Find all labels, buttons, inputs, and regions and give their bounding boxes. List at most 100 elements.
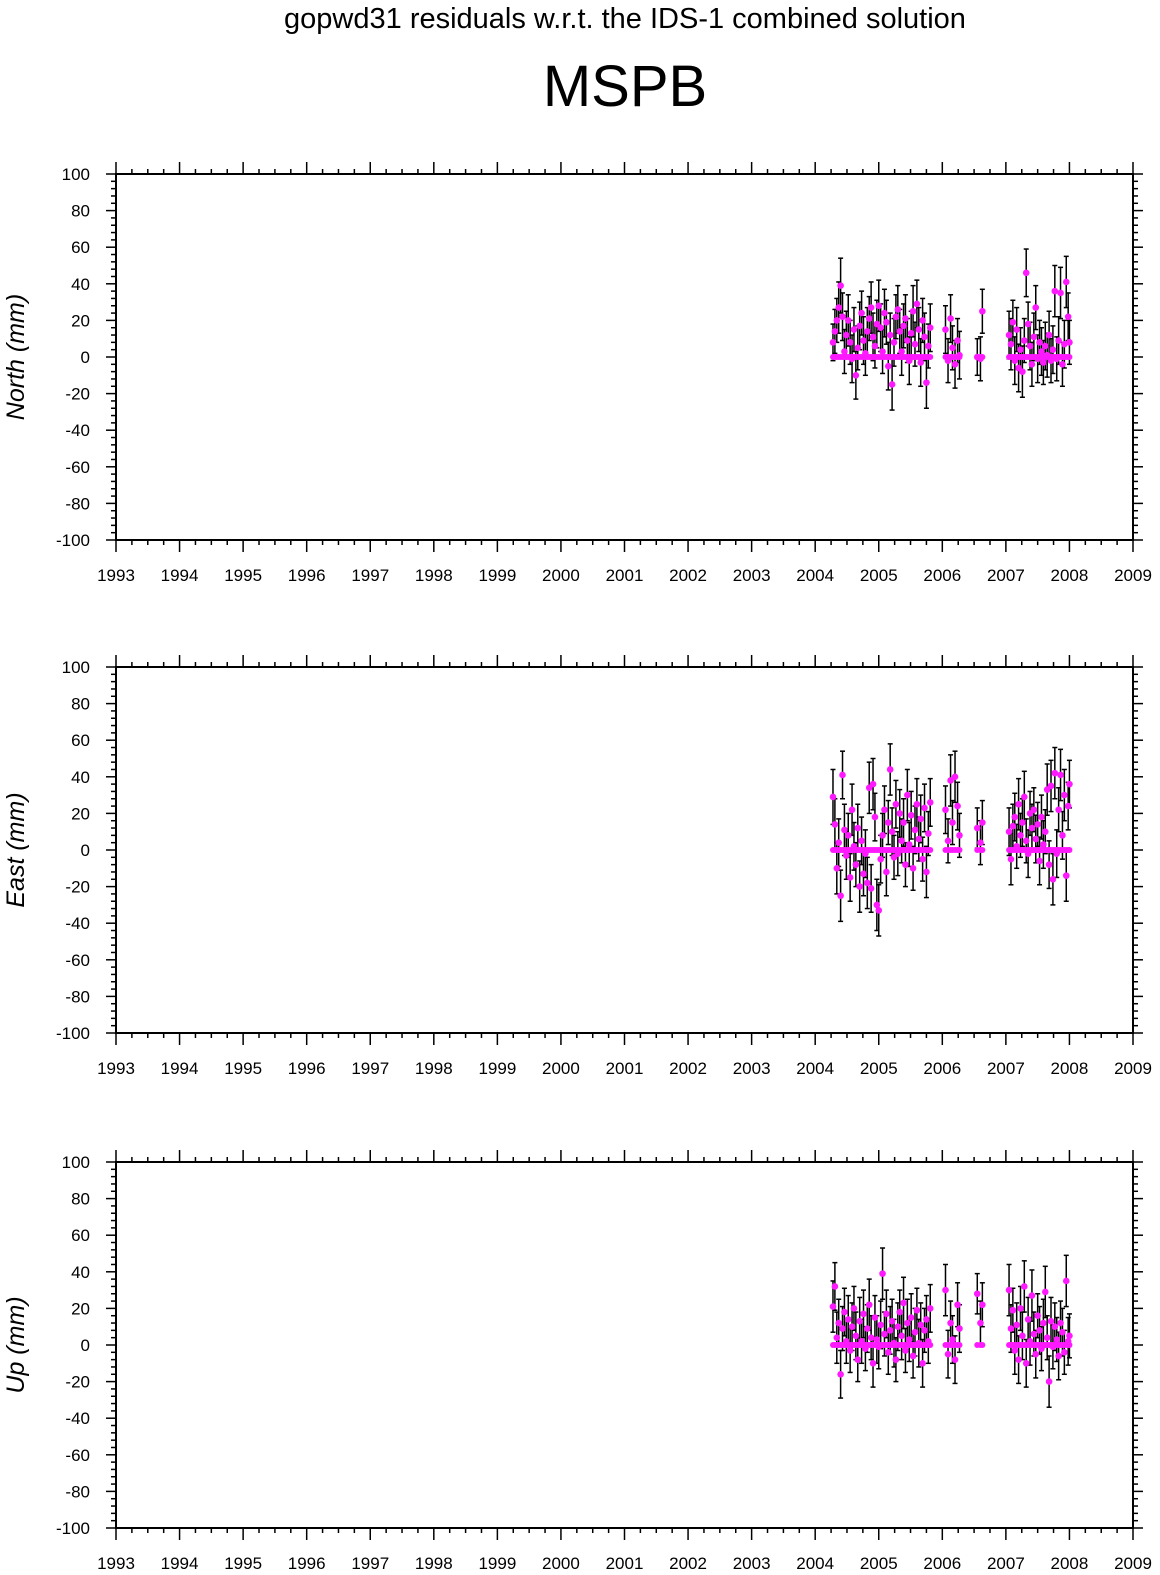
data-point bbox=[1038, 813, 1045, 821]
data-point bbox=[829, 793, 837, 801]
data-point bbox=[879, 832, 886, 839]
data-point bbox=[904, 791, 911, 799]
data-point bbox=[900, 819, 907, 826]
data-point bbox=[1007, 340, 1015, 348]
x-tick-label: 1995 bbox=[224, 1059, 262, 1078]
data-point bbox=[856, 322, 863, 330]
data-point bbox=[841, 826, 848, 834]
data-point bbox=[869, 333, 877, 341]
x-tick-label: 2002 bbox=[669, 566, 707, 585]
x-tick-label: 2001 bbox=[606, 566, 644, 585]
data-point bbox=[1041, 342, 1049, 350]
x-tick-label: 2008 bbox=[1051, 1554, 1089, 1573]
data-point bbox=[1049, 346, 1057, 353]
y-tick-label: 40 bbox=[71, 275, 90, 294]
data-point bbox=[926, 324, 934, 332]
chart-title: gopwd31 residuals w.r.t. the IDS-1 combi… bbox=[284, 3, 966, 35]
data-point bbox=[1057, 1319, 1064, 1327]
x-tick-label: 2004 bbox=[796, 566, 834, 585]
x-tick-label: 2008 bbox=[1051, 1059, 1089, 1078]
data-point bbox=[915, 835, 923, 843]
data-point bbox=[1053, 850, 1061, 857]
x-tick-label: 1998 bbox=[415, 1059, 453, 1078]
data-point bbox=[926, 1305, 934, 1312]
data-point bbox=[860, 870, 867, 878]
data-point bbox=[869, 780, 877, 788]
data-point bbox=[875, 907, 883, 914]
x-tick-label: 1995 bbox=[224, 1554, 262, 1573]
y-tick-label: 100 bbox=[62, 1153, 90, 1172]
data-point bbox=[1032, 1350, 1040, 1358]
data-point bbox=[905, 1336, 913, 1343]
data-point bbox=[1022, 1360, 1030, 1367]
y-tick-label: -100 bbox=[56, 531, 90, 550]
x-tick-label: 1997 bbox=[351, 1554, 389, 1573]
point-group bbox=[829, 766, 1073, 914]
data-point bbox=[1028, 361, 1036, 368]
data-point bbox=[944, 837, 952, 845]
data-point bbox=[902, 315, 909, 322]
data-point bbox=[925, 1338, 932, 1345]
data-point bbox=[905, 841, 913, 848]
data-point bbox=[858, 309, 865, 317]
data-point bbox=[1034, 355, 1041, 363]
data-point bbox=[977, 839, 984, 846]
data-point bbox=[896, 1308, 904, 1316]
y-tick-label: -40 bbox=[65, 914, 90, 933]
y-tick-label: 100 bbox=[62, 165, 90, 184]
data-point bbox=[894, 1323, 902, 1330]
data-point bbox=[1043, 1334, 1051, 1341]
data-point bbox=[864, 879, 871, 887]
data-point bbox=[1053, 355, 1061, 363]
data-point bbox=[1009, 1306, 1017, 1314]
data-point bbox=[883, 1310, 890, 1318]
data-point bbox=[894, 306, 902, 313]
data-point bbox=[1026, 342, 1034, 350]
data-point bbox=[883, 318, 890, 326]
data-point bbox=[865, 1301, 873, 1309]
data-point bbox=[1011, 813, 1019, 821]
data-point bbox=[860, 1310, 867, 1318]
x-tick-label: 1993 bbox=[97, 1059, 135, 1078]
data-point bbox=[835, 304, 843, 311]
data-point bbox=[1024, 850, 1032, 857]
data-point bbox=[898, 837, 905, 845]
data-point bbox=[913, 300, 921, 308]
data-point bbox=[867, 885, 875, 892]
data-point bbox=[911, 1328, 919, 1336]
y-tick-label: -80 bbox=[65, 987, 90, 1006]
data-point bbox=[896, 328, 904, 335]
data-point bbox=[846, 1347, 854, 1354]
data-point bbox=[954, 802, 961, 810]
data-point bbox=[1061, 1349, 1068, 1356]
data-point bbox=[892, 1356, 900, 1363]
data-point bbox=[919, 1360, 926, 1367]
data-point bbox=[919, 317, 926, 324]
data-point bbox=[843, 331, 850, 339]
data-point bbox=[1049, 875, 1057, 883]
data-point bbox=[947, 315, 954, 322]
data-point bbox=[1038, 1345, 1045, 1352]
data-point bbox=[954, 1301, 961, 1309]
data-point bbox=[871, 342, 879, 350]
y-tick-label: -80 bbox=[65, 494, 90, 513]
data-point bbox=[1055, 1352, 1062, 1360]
data-point bbox=[886, 1327, 894, 1334]
x-tick-label: 2002 bbox=[669, 1059, 707, 1078]
data-point bbox=[843, 1338, 850, 1345]
y-tick-label: -60 bbox=[65, 458, 90, 477]
data-point bbox=[1059, 832, 1066, 839]
data-point bbox=[1013, 843, 1020, 850]
data-point bbox=[856, 1317, 863, 1325]
zero-point bbox=[956, 847, 963, 853]
data-point bbox=[829, 1303, 837, 1310]
data-point bbox=[1041, 1288, 1049, 1296]
data-point bbox=[848, 806, 856, 814]
data-point bbox=[925, 342, 932, 350]
x-tick-label: 2004 bbox=[796, 1059, 834, 1078]
data-point bbox=[831, 328, 839, 335]
data-point bbox=[979, 1301, 986, 1309]
data-point bbox=[839, 313, 846, 321]
data-point bbox=[1030, 333, 1038, 341]
y-tick-label: 60 bbox=[71, 1226, 90, 1245]
